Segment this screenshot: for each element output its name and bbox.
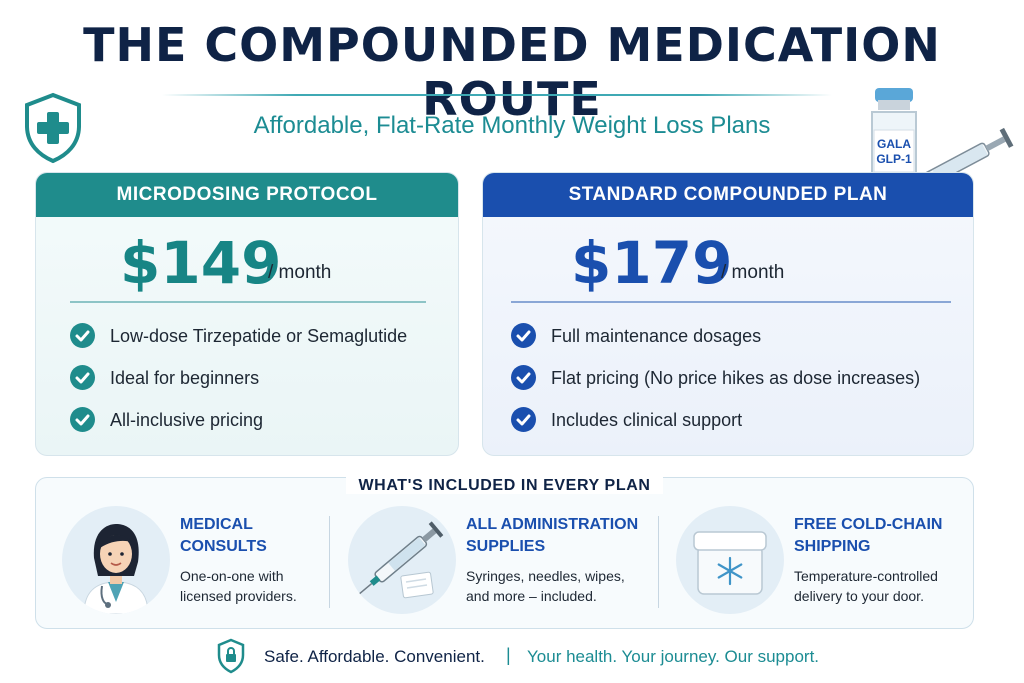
included-head-line: SUPPLIES — [466, 538, 546, 555]
syringe-icon — [348, 506, 456, 614]
included-item-shipping: FREE COLD-CHAIN SHIPPING Temperature-con… — [676, 502, 966, 620]
feature-item: Low-dose Tirzepatide or Semaglutide — [70, 323, 458, 349]
included-head-line: ALL ADMINISTRATION — [466, 516, 639, 533]
feature-item: Includes clinical support — [511, 407, 951, 433]
feature-item: All-inclusive pricing — [70, 407, 458, 433]
plan-price: $149 — [120, 229, 282, 297]
page-subtitle: Affordable, Flat-Rate Monthly Weight Los… — [253, 112, 771, 139]
vial-label-line1: GALA — [877, 137, 911, 151]
card-divider — [511, 301, 951, 303]
page-title: THE COMPOUNDED MEDICATION ROUTE — [83, 18, 941, 126]
check-icon — [70, 407, 95, 432]
shield-lock-icon — [217, 638, 245, 674]
included-body: Syringes, needles, wipes, and more – inc… — [466, 566, 625, 606]
check-icon — [511, 407, 536, 432]
included-head: FREE COLD-CHAIN SHIPPING — [794, 514, 942, 558]
included-body: Temperature-controlled delivery to your … — [794, 566, 938, 606]
check-icon — [511, 323, 536, 348]
included-item-supplies: ALL ADMINISTRATION SUPPLIES Syringes, ne… — [348, 502, 648, 620]
footer-separator: | — [506, 645, 511, 665]
plan-card-microdosing[interactable]: MICRODOSING PROTOCOL $149 / month Low-do… — [35, 172, 459, 456]
plan-period: / month — [721, 262, 785, 283]
card-divider — [70, 301, 426, 303]
footer: Safe. Affordable. Convenient. | Your hea… — [0, 636, 1024, 676]
feature-text: Low-dose Tirzepatide or Semaglutide — [110, 326, 408, 346]
included-body: One-on-one with licensed providers. — [180, 566, 297, 606]
vial-label-line2: GLP-1 — [876, 152, 912, 166]
item-divider — [329, 516, 330, 608]
included-item-consults: MEDICAL CONSULTS One-on-one with license… — [62, 502, 342, 620]
doctor-icon — [62, 506, 170, 614]
included-title-text: WHAT'S INCLUDED IN EVERY PLAN — [346, 477, 663, 494]
footer-tagline-left: Safe. Affordable. Convenient. — [264, 647, 485, 666]
included-head: ALL ADMINISTRATION SUPPLIES — [466, 514, 638, 558]
included-head: MEDICAL CONSULTS — [180, 514, 267, 558]
feature-text: Ideal for beginners — [110, 368, 260, 388]
plan-name: STANDARD COMPOUNDED PLAN — [483, 173, 973, 217]
check-icon — [511, 365, 536, 390]
included-title: WHAT'S INCLUDED IN EVERY PLAN — [36, 477, 973, 495]
included-panel: WHAT'S INCLUDED IN EVERY PLAN MEDICAL CO… — [35, 477, 974, 629]
included-body-line: One-on-one with — [180, 568, 284, 584]
included-body-line: delivery to your door. — [794, 588, 924, 604]
cold-box-icon — [676, 506, 784, 614]
check-icon — [70, 323, 95, 348]
included-body-line: licensed providers. — [180, 588, 297, 604]
feature-item: Flat pricing (No price hikes as dose inc… — [511, 365, 951, 391]
plan-period: / month — [268, 262, 332, 283]
feature-text: Full maintenance dosages — [551, 326, 762, 346]
title-divider — [162, 94, 832, 96]
included-body-line: and more – included. — [466, 588, 597, 604]
included-body-line: Syringes, needles, wipes, — [466, 568, 625, 584]
included-head-line: MEDICAL — [180, 516, 253, 533]
included-head-line: CONSULTS — [180, 538, 267, 555]
feature-text: Includes clinical support — [551, 410, 743, 430]
plan-price: $179 — [571, 229, 733, 297]
check-icon — [70, 365, 95, 390]
included-head-line: SHIPPING — [794, 538, 871, 555]
plan-name: MICRODOSING PROTOCOL — [36, 173, 458, 217]
feature-text: All-inclusive pricing — [110, 410, 264, 430]
plan-card-standard[interactable]: STANDARD COMPOUNDED PLAN $179 / month Fu… — [482, 172, 974, 456]
included-body-line: Temperature-controlled — [794, 568, 938, 584]
included-head-line: FREE COLD-CHAIN — [794, 516, 943, 533]
feature-item: Ideal for beginners — [70, 365, 458, 391]
item-divider — [658, 516, 659, 608]
feature-text: Flat pricing (No price hikes as dose inc… — [551, 368, 921, 388]
feature-item: Full maintenance dosages — [511, 323, 951, 349]
footer-tagline-right: Your health. Your journey. Our support. — [527, 647, 820, 666]
shield-cross-icon — [25, 92, 81, 164]
